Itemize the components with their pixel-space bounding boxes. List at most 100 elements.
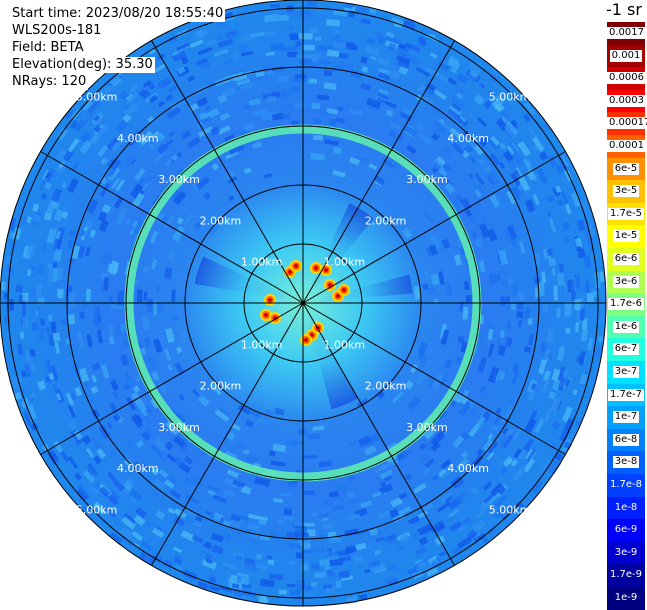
speckle-cell — [132, 220, 139, 228]
speckle-cell — [457, 536, 473, 549]
speckle-cell — [290, 35, 301, 41]
hotspot-cell — [310, 333, 314, 337]
speckle-cell — [431, 474, 440, 482]
colorbar-swatch — [607, 587, 645, 610]
speckle-cell — [130, 413, 144, 429]
speckle-cell — [60, 450, 70, 463]
speckle-cell — [478, 223, 490, 238]
hotspot-cell — [304, 338, 308, 342]
speckle-cell — [438, 271, 445, 286]
speckle-cell — [407, 515, 420, 525]
speckle-cell — [557, 346, 566, 361]
speckle-cell — [458, 115, 467, 123]
speckle-cell — [310, 153, 326, 161]
speckle-cell — [278, 589, 288, 595]
speckle-cell — [456, 525, 466, 534]
speckle-cell — [270, 42, 285, 51]
speckle-cell — [477, 356, 488, 373]
speckle-cell — [444, 495, 454, 503]
speckle-cell — [169, 489, 182, 500]
speckle-cell — [133, 514, 146, 526]
speckle-cell — [419, 354, 429, 368]
speckle-cell — [100, 254, 108, 265]
speckle-cell — [204, 553, 213, 562]
speckle-cell — [243, 167, 252, 175]
speckle-cell — [403, 449, 413, 458]
speckle-cell — [310, 545, 325, 553]
speckle-cell — [344, 3, 353, 9]
colorbar-tick-label: 0.001 — [609, 49, 643, 62]
speckle-cell — [266, 95, 277, 103]
speckle-cell — [44, 181, 52, 190]
speckle-cell — [440, 323, 447, 339]
speckle-cell — [133, 461, 142, 470]
speckle-cell — [294, 527, 307, 533]
speckle-cell — [168, 251, 175, 261]
range-ring-label: 3.00km — [158, 173, 200, 186]
speckle-cell — [219, 112, 230, 121]
speckle-cell — [79, 130, 92, 143]
speckle-cell — [506, 427, 515, 437]
speckle-cell — [112, 478, 125, 492]
speckle-cell — [125, 396, 137, 411]
range-ring-label: 5.00km — [489, 91, 531, 104]
speckle-cell — [573, 274, 581, 289]
speckle-cell — [89, 102, 100, 113]
speckle-cell — [303, 44, 318, 51]
speckle-cell — [61, 211, 69, 219]
speckle-cell — [123, 104, 131, 111]
speckle-cell — [83, 380, 90, 389]
speckle-cell — [337, 106, 344, 111]
speckle-cell — [436, 61, 450, 72]
speckle-cell — [440, 459, 452, 470]
speckle-cell — [349, 69, 363, 79]
range-ring-label: 3.00km — [406, 421, 448, 434]
speckle-cell — [68, 456, 79, 469]
speckle-cell — [224, 58, 233, 65]
speckle-cell — [288, 543, 304, 548]
speckle-cell — [125, 477, 135, 487]
speckle-cell — [459, 401, 472, 417]
colorbar-swatch — [607, 541, 645, 565]
speckle-cell — [436, 156, 447, 166]
speckle-cell — [202, 191, 212, 201]
speckle-cell — [415, 67, 430, 77]
speckle-cell — [295, 532, 310, 539]
speckle-cell — [599, 271, 605, 283]
speckle-cell — [456, 72, 469, 85]
speckle-cell — [494, 272, 501, 282]
speckle-cell — [21, 216, 29, 225]
speckle-cell — [425, 554, 433, 561]
speckle-cell — [109, 531, 123, 544]
speckle-cell — [546, 352, 553, 360]
speckle-cell — [374, 463, 389, 474]
speckle-cell — [90, 132, 103, 146]
colorbar-tick-label: 6e-7 — [612, 343, 640, 356]
speckle-cell — [169, 188, 180, 200]
speckle-cell — [157, 302, 164, 314]
speckle-cell — [387, 130, 397, 139]
speckle-cell — [303, 455, 318, 459]
speckle-cell — [415, 547, 427, 556]
speckle-cell — [277, 75, 288, 83]
speckle-cell — [476, 184, 486, 197]
speckle-cell — [229, 576, 238, 582]
speckle-cell — [494, 94, 506, 105]
speckle-cell — [178, 394, 185, 401]
speckle-cell — [509, 119, 518, 129]
speckle-cell — [216, 20, 227, 29]
speckle-cell — [245, 419, 255, 428]
speckle-cell — [570, 191, 582, 207]
speckle-cell — [167, 507, 176, 515]
speckle-cell — [21, 313, 29, 329]
speckle-cell — [489, 135, 500, 147]
speckle-cell — [282, 46, 298, 52]
speckle-cell — [311, 512, 318, 517]
speckle-cell — [417, 561, 427, 570]
speckle-cell — [479, 458, 492, 471]
speckle-cell — [363, 445, 377, 456]
speckle-cell — [495, 407, 502, 414]
speckle-cell — [97, 314, 102, 324]
speckle-cell — [557, 274, 564, 286]
speckle-cell — [111, 177, 121, 190]
